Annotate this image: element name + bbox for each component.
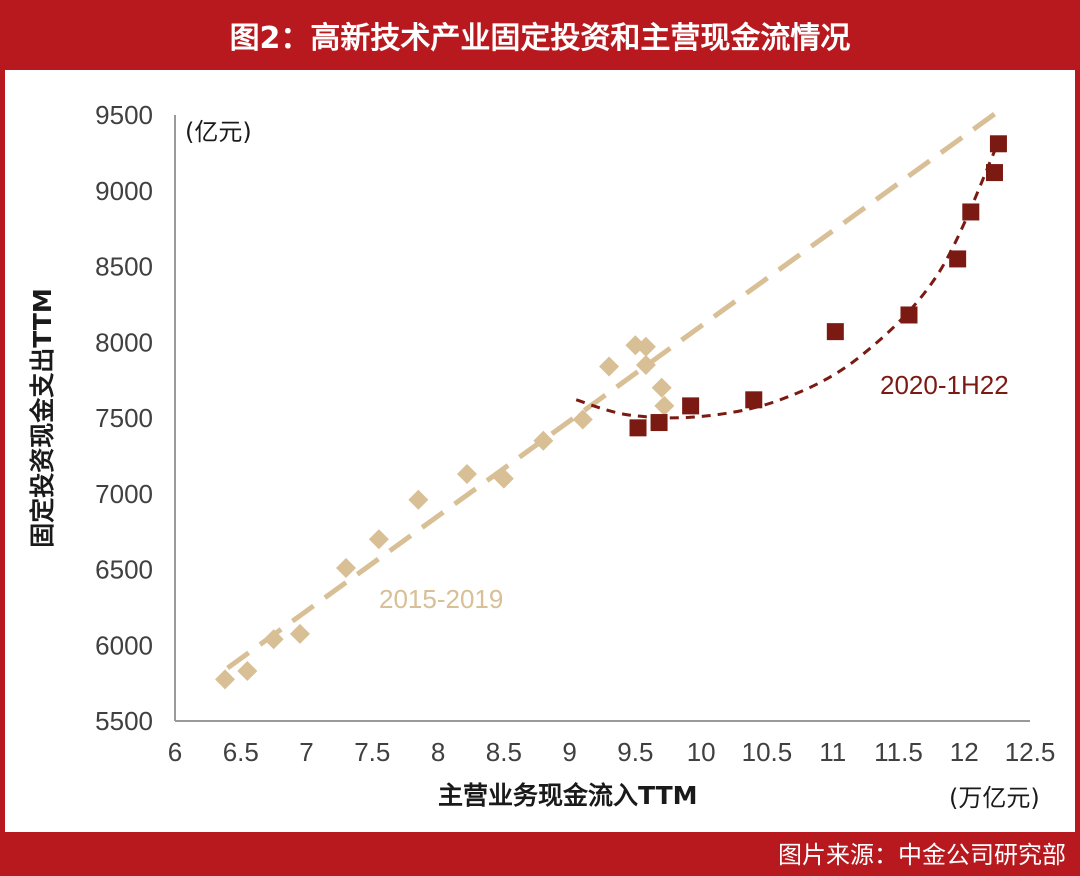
data-point-2020-1h22 xyxy=(989,135,1007,153)
x-tick-label: 7.5 xyxy=(354,737,390,767)
data-point-2020-1h22 xyxy=(650,414,668,432)
series-label-2020-1h22: 2020-1H22 xyxy=(880,370,1009,400)
x-tick-label: 12.5 xyxy=(1005,737,1056,767)
data-point-2020-1h22 xyxy=(682,397,700,415)
data-point-2015-2019 xyxy=(237,661,258,682)
x-tick-label: 12 xyxy=(950,737,979,767)
x-axis-title: 主营业务现金流入TTM xyxy=(438,781,698,810)
y-axis-unit: (亿元) xyxy=(185,118,252,146)
data-point-2015-2019 xyxy=(368,529,389,550)
series-label-2015-2019: 2015-2019 xyxy=(379,584,503,614)
x-tick-labels: 6 6.5 7 7.5 8 8.5 9 9.5 10 10.5 11 11.5 12 12.5 xyxy=(168,737,1056,767)
chart-panel: 5500 6000 6500 7000 7500 8000 8500 9000 9500 6 6.… xyxy=(5,70,1075,832)
x-tick-label: 9.5 xyxy=(617,737,653,767)
y-tick-label: 6500 xyxy=(95,555,153,585)
x-axis-unit: (万亿元) xyxy=(949,784,1040,812)
y-axis-title: 固定投资现金支出TTM xyxy=(28,288,57,548)
data-point-2015-2019 xyxy=(263,629,284,650)
y-tick-label: 5500 xyxy=(95,706,153,736)
y-tick-label: 8000 xyxy=(95,327,153,357)
series-2020-1h22-markers xyxy=(629,135,1007,437)
data-point-2015-2019 xyxy=(408,489,429,510)
data-point-2020-1h22 xyxy=(900,306,918,324)
y-tick-label: 9000 xyxy=(95,176,153,206)
data-point-2015-2019 xyxy=(572,409,593,430)
data-point-2020-1h22 xyxy=(949,250,967,268)
y-tick-label: 9500 xyxy=(95,100,153,130)
data-point-2020-1h22 xyxy=(962,203,980,221)
data-point-2015-2019 xyxy=(493,468,514,489)
x-tick-label: 6.5 xyxy=(223,737,259,767)
y-tick-label: 7500 xyxy=(95,403,153,433)
x-tick-label: 11.5 xyxy=(874,737,923,767)
x-tick-label: 9 xyxy=(562,737,576,767)
source-note: 图片来源：中金公司研究部 xyxy=(778,841,1066,869)
x-tick-label: 10 xyxy=(687,737,716,767)
data-point-2020-1h22 xyxy=(629,419,647,437)
series-2015-2019-markers xyxy=(214,335,675,690)
data-point-2015-2019 xyxy=(654,395,675,416)
data-point-2015-2019 xyxy=(651,377,672,398)
y-tick-label: 7000 xyxy=(95,479,153,509)
data-point-2015-2019 xyxy=(635,336,656,357)
x-tick-label: 8 xyxy=(431,737,445,767)
data-point-2015-2019 xyxy=(635,354,656,375)
data-point-2015-2019 xyxy=(214,669,235,690)
x-tick-label: 6 xyxy=(168,737,182,767)
y-tick-label: 8500 xyxy=(95,252,153,282)
y-tick-labels: 5500 6000 6500 7000 7500 8000 8500 9000 9500 xyxy=(95,100,153,736)
axes xyxy=(174,115,1030,722)
data-point-2020-1h22 xyxy=(985,164,1003,182)
data-point-2015-2019 xyxy=(289,623,310,644)
data-point-2015-2019 xyxy=(533,430,554,451)
scatter-chart: 5500 6000 6500 7000 7500 8000 8500 9000 9500 6 6.… xyxy=(28,100,1056,812)
x-tick-label: 10.5 xyxy=(742,737,793,767)
data-point-2015-2019 xyxy=(336,557,356,578)
data-point-2015-2019 xyxy=(599,356,620,377)
data-point-2020-1h22 xyxy=(826,323,844,341)
data-point-2020-1h22 xyxy=(745,391,763,409)
x-tick-label: 7 xyxy=(299,737,313,767)
data-point-2015-2019 xyxy=(457,464,478,485)
y-tick-label: 6000 xyxy=(95,630,153,660)
x-tick-label: 8.5 xyxy=(486,737,522,767)
x-tick-label: 11 xyxy=(819,737,846,767)
figure-title: 图2：高新技术产业固定投资和主营现金流情况 xyxy=(229,21,851,56)
trendline-2020-1h22 xyxy=(575,144,999,420)
